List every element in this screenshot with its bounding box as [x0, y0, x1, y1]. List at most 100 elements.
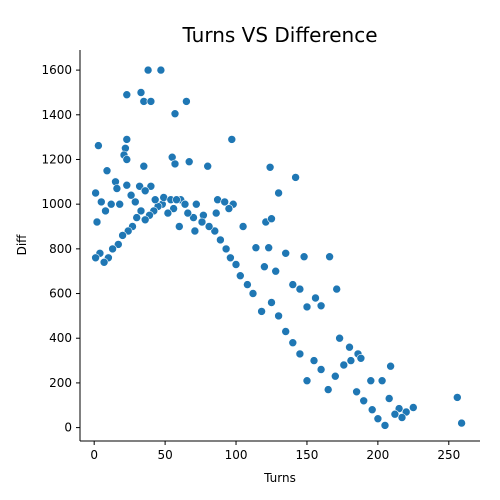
y-tick-label: 1200: [41, 152, 72, 166]
data-point: [99, 257, 109, 267]
x-tick-label: 50: [157, 448, 172, 462]
ticks-layer: 0 50 100 150 200 250 0 200 400 600 800 1000 1200 1400…: [41, 63, 460, 462]
data-point: [373, 414, 383, 424]
data-point: [91, 253, 100, 263]
data-point: [281, 327, 291, 336]
chart-title: Turns VS Difference: [181, 23, 377, 47]
data-point: [122, 135, 132, 144]
data-point: [367, 405, 377, 415]
data-point: [311, 293, 320, 303]
data-point: [140, 186, 150, 196]
data-point: [213, 195, 222, 204]
data-point: [291, 173, 300, 182]
y-tick-label: 400: [49, 331, 72, 345]
data-point: [114, 240, 123, 249]
data-point: [227, 135, 237, 144]
data-point: [132, 213, 141, 222]
data-point: [203, 161, 212, 171]
data-point: [172, 195, 181, 204]
data-point: [102, 166, 112, 175]
data-point: [243, 280, 252, 289]
data-point: [380, 421, 390, 430]
data-point: [267, 298, 276, 307]
data-point: [346, 356, 356, 365]
data-point: [131, 197, 140, 207]
data-point: [408, 403, 418, 412]
data-point: [231, 260, 241, 269]
x-axis-label: Turns: [263, 471, 296, 485]
data-point: [122, 90, 132, 99]
y-tick-label: 0: [64, 421, 72, 435]
data-point: [309, 356, 319, 365]
y-axis-label: Diff: [15, 234, 29, 256]
data-point: [274, 188, 283, 198]
data-point: [122, 155, 132, 164]
data-point: [136, 88, 146, 97]
data-point: [332, 284, 342, 294]
data-point: [101, 206, 110, 216]
data-point: [339, 360, 349, 370]
data-point: [106, 199, 116, 209]
data-point: [175, 222, 184, 231]
data-point: [136, 206, 146, 216]
data-point: [211, 208, 221, 218]
data-point: [302, 302, 312, 312]
data-point: [288, 338, 298, 348]
data-point: [295, 349, 305, 359]
data-point: [220, 197, 229, 207]
data-point: [452, 393, 462, 402]
data-point: [271, 266, 281, 276]
data-point: [265, 163, 275, 172]
data-point: [197, 217, 207, 227]
data-point: [248, 289, 258, 298]
data-point: [377, 376, 387, 386]
x-tick-label: 250: [437, 448, 460, 462]
data-point: [366, 376, 376, 386]
data-point: [281, 249, 291, 258]
data-point: [274, 311, 283, 321]
data-point: [97, 197, 106, 207]
y-tick-label: 800: [49, 242, 72, 256]
data-point: [184, 157, 194, 166]
data-point: [390, 409, 400, 419]
data-point: [108, 244, 117, 254]
data-point: [216, 235, 225, 245]
data-point: [316, 365, 326, 374]
data-point: [397, 413, 407, 422]
data-point: [330, 371, 340, 381]
data-point: [359, 396, 369, 406]
data-point: [295, 284, 305, 294]
points-layer: [91, 65, 466, 430]
data-point: [352, 387, 361, 397]
data-point: [204, 222, 214, 231]
axes-layer: [79, 50, 480, 442]
data-point: [190, 226, 200, 236]
data-point: [335, 333, 344, 343]
data-point: [236, 271, 245, 281]
data-point: [150, 195, 160, 204]
y-tick-label: 1000: [41, 197, 72, 211]
data-point: [180, 199, 190, 209]
data-point: [123, 226, 133, 236]
data-point: [94, 141, 103, 150]
data-point: [118, 231, 127, 240]
data-point: [192, 199, 201, 209]
data-point: [91, 188, 100, 198]
data-point: [143, 65, 153, 75]
data-point: [159, 193, 168, 202]
x-tick-label: 150: [295, 448, 318, 462]
data-point: [182, 97, 191, 106]
data-point: [183, 208, 193, 218]
data-point: [384, 394, 394, 403]
y-tick-label: 1400: [41, 108, 72, 122]
data-point: [257, 307, 266, 316]
data-point: [316, 301, 326, 311]
data-point: [189, 213, 198, 222]
x-tick-label: 200: [366, 448, 389, 462]
x-tick-label: 0: [90, 448, 98, 462]
y-tick-label: 1600: [41, 63, 72, 77]
x-tick-label: 100: [225, 448, 248, 462]
y-tick-label: 200: [49, 376, 72, 390]
